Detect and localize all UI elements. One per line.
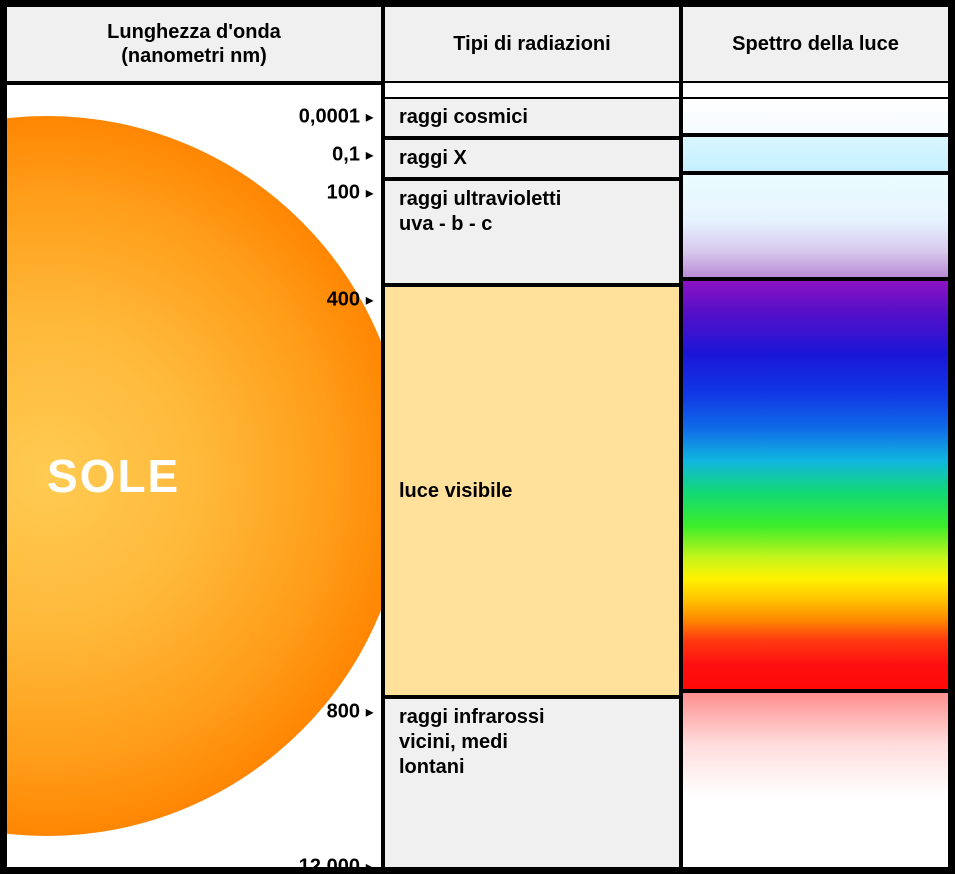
wl-value: 12.000	[299, 856, 360, 870]
radiation-label: vicini, medi	[399, 730, 545, 755]
arrow-right-icon: ▸	[366, 109, 373, 126]
arrow-right-icon: ▸	[366, 859, 373, 869]
wl-value: 800	[327, 701, 360, 723]
wavelength-0-0001: 0,0001 ▸	[299, 106, 373, 129]
header-row: Lunghezza d'onda (nanometri nm) Tipi di …	[5, 5, 950, 83]
wl-value: 100	[327, 182, 360, 204]
wavelength-400: 400 ▸	[327, 289, 373, 312]
spectrum-infrared	[681, 691, 950, 869]
radiation-infrared: raggi infrarossi vicini, medi lontani	[383, 697, 681, 869]
header-radiation-types: Tipi di radiazioni	[383, 5, 681, 83]
wavelength-800: 800 ▸	[327, 701, 373, 724]
arrow-right-icon: ▸	[366, 704, 373, 721]
radiation-label: luce visibile	[399, 479, 512, 504]
radiation-xray: raggi X	[383, 138, 681, 179]
arrow-right-icon: ▸	[366, 292, 373, 309]
radiation-label: raggi infrarossi	[399, 705, 545, 730]
wavelength-100: 100 ▸	[327, 182, 373, 205]
radiation-label: lontani	[399, 755, 545, 780]
spectrum-cosmic	[681, 97, 950, 135]
gap	[383, 83, 681, 97]
spectrum-visible	[681, 279, 950, 691]
header-wavelength-line2: (nanometri nm)	[107, 44, 281, 68]
col-wavelength: SOLE 0,0001 ▸ 0,1 ▸ 100 ▸ 400 ▸ 800 ▸	[5, 83, 383, 869]
radiation-visible: luce visibile	[383, 285, 681, 697]
col-radiation-types: raggi cosmici raggi X raggi ultraviolett…	[383, 83, 681, 869]
wl-value: 400	[327, 289, 360, 311]
radiation-label: raggi cosmici	[399, 105, 528, 130]
wavelength-0-1: 0,1 ▸	[332, 144, 373, 167]
radiation-label: raggi X	[399, 146, 467, 171]
col-spectrum	[681, 83, 950, 869]
radiation-uv: raggi ultravioletti uva - b - c	[383, 179, 681, 285]
radiation-label: uva - b - c	[399, 212, 561, 237]
body-row: SOLE 0,0001 ▸ 0,1 ▸ 100 ▸ 400 ▸ 800 ▸	[5, 83, 950, 869]
wl-value: 0,1	[332, 144, 360, 166]
header-spectrum: Spettro della luce	[681, 5, 950, 83]
sun-label: SOLE	[47, 449, 180, 503]
spectrum-diagram: Lunghezza d'onda (nanometri nm) Tipi di …	[0, 0, 955, 874]
spectrum-uv	[681, 173, 950, 279]
arrow-right-icon: ▸	[366, 147, 373, 164]
wavelength-12000: 12.000 ▸	[299, 856, 373, 870]
arrow-right-icon: ▸	[366, 185, 373, 202]
header-wavelength: Lunghezza d'onda (nanometri nm)	[5, 5, 383, 83]
radiation-cosmic: raggi cosmici	[383, 97, 681, 138]
spectrum-xray	[681, 135, 950, 173]
wl-value: 0,0001	[299, 106, 360, 128]
header-wavelength-line1: Lunghezza d'onda	[107, 20, 281, 44]
radiation-label: raggi ultravioletti	[399, 187, 561, 212]
gap	[681, 83, 950, 97]
